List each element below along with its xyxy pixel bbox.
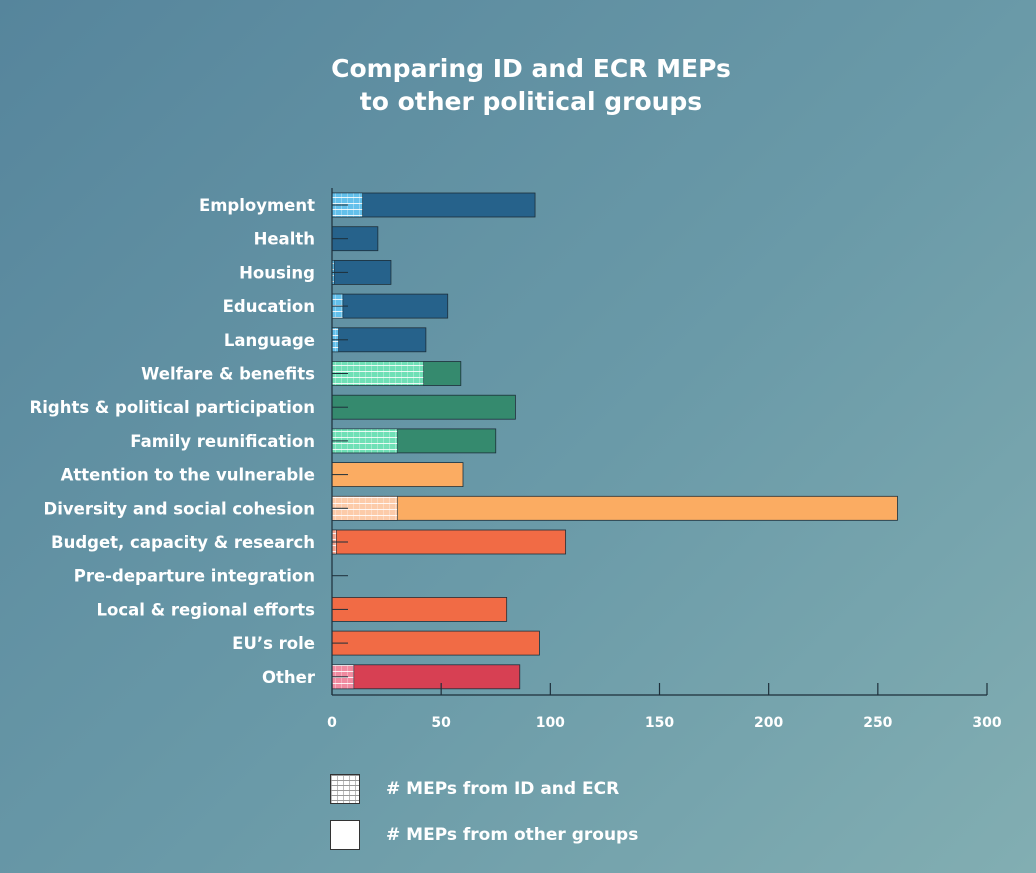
category-label: Employment xyxy=(199,196,315,215)
labels-layer: Employment Health Housing Education Language… xyxy=(30,196,1002,731)
category-label: Local & regional efforts xyxy=(97,600,316,619)
bar-total-13 xyxy=(331,630,540,656)
x-tick-label: 300 xyxy=(972,715,1001,731)
category-label: Rights & political participation xyxy=(30,398,315,417)
x-tick-label: 100 xyxy=(536,715,565,731)
axes-layer xyxy=(331,188,988,696)
chart-title: Comparing ID and ECR MEPs to other polit… xyxy=(0,52,1036,118)
category-label: Attention to the vulnerable xyxy=(61,466,315,485)
bar-total-14 xyxy=(331,664,521,690)
category-label: Housing xyxy=(239,263,315,282)
legend-swatch-hatched xyxy=(330,774,360,804)
category-label: Diversity and social cohesion xyxy=(44,499,315,518)
legend: # MEPs from ID and ECR # MEPs from other… xyxy=(330,773,638,865)
category-label: EU’s role xyxy=(232,634,315,653)
x-tick-label: 250 xyxy=(863,715,892,731)
category-label: Language xyxy=(224,331,315,350)
chart-title-line-1: Comparing ID and ECR MEPs xyxy=(331,54,731,83)
category-label: Pre-departure integration xyxy=(74,567,315,586)
category-label: Health xyxy=(254,230,315,249)
bar-total-6 xyxy=(331,394,516,420)
legend-item-other-groups: # MEPs from other groups xyxy=(330,819,638,851)
x-tick-label: 50 xyxy=(431,715,451,731)
bar-total-0 xyxy=(331,192,536,218)
bar-total-9 xyxy=(331,495,898,521)
category-label: Family reunification xyxy=(130,432,315,451)
legend-label-id-ecr: # MEPs from ID and ECR xyxy=(386,779,620,799)
x-tick-label: 200 xyxy=(754,715,783,731)
legend-swatch-plain xyxy=(330,820,360,850)
bar-total-10 xyxy=(331,529,567,555)
bar-total-3 xyxy=(331,293,449,319)
legend-item-id-ecr: # MEPs from ID and ECR xyxy=(330,773,638,805)
category-label: Other xyxy=(262,668,316,687)
x-tick-label: 0 xyxy=(327,715,337,731)
bar-total-8 xyxy=(331,462,464,488)
category-label: Welfare & benefits xyxy=(141,365,315,384)
bars-layer xyxy=(331,192,898,690)
chart-title-line-2: to other political groups xyxy=(359,87,703,116)
bar-total-12 xyxy=(331,597,508,622)
legend-label-other-groups: # MEPs from other groups xyxy=(386,825,639,845)
category-label: Budget, capacity & research xyxy=(51,533,315,552)
x-tick-label: 150 xyxy=(645,715,674,731)
category-label: Education xyxy=(223,297,315,316)
